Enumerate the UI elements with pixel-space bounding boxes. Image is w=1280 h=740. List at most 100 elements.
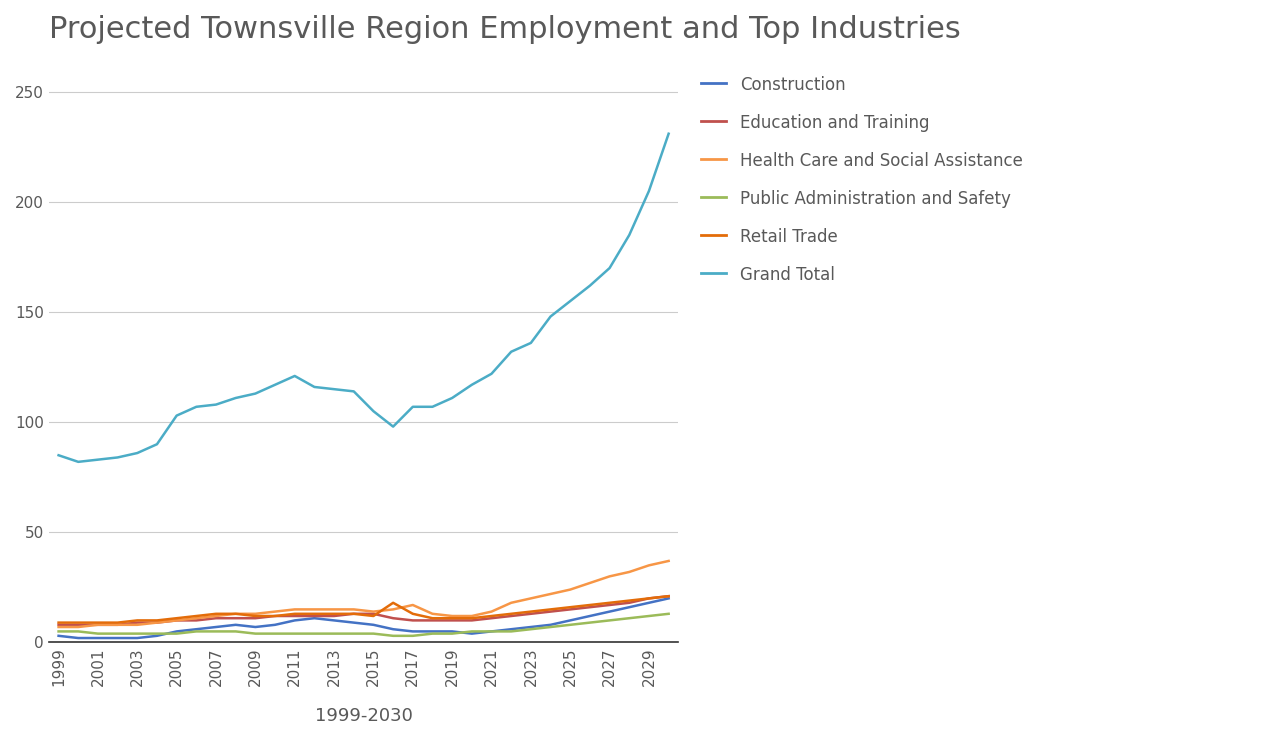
Health Care and Social Assistance [209,611,224,620]
Grand Total [602,263,617,272]
Construction [641,599,657,608]
Construction [287,616,302,625]
Public Administration and Safety [169,629,184,638]
Education and Training [228,613,243,622]
Education and Training [444,616,460,625]
Public Administration and Safety [326,629,342,638]
Grand Total [385,422,401,431]
Public Administration and Safety [188,627,204,636]
Construction [326,616,342,625]
Education and Training [406,616,421,625]
Education and Training [129,618,145,627]
Construction [248,622,264,631]
Education and Training [622,599,637,608]
Retail Trade [209,609,224,618]
Health Care and Social Assistance [346,605,361,614]
Health Care and Social Assistance [248,609,264,618]
Health Care and Social Assistance [70,622,86,631]
Grand Total [248,389,264,398]
Retail Trade [129,616,145,625]
Retail Trade [51,618,67,627]
Education and Training [562,605,577,614]
Retail Trade [248,611,264,620]
Health Care and Social Assistance [524,594,539,603]
Legend: Construction, Education and Training, Health Care and Social Assistance, Public : Construction, Education and Training, He… [692,67,1030,292]
Retail Trade [524,607,539,616]
Retail Trade [543,605,558,614]
Retail Trade [503,609,518,618]
Retail Trade [307,609,323,618]
Education and Training [484,613,499,622]
Grand Total [268,380,283,389]
Education and Training [188,616,204,625]
Grand Total [150,440,165,448]
Line: Construction: Construction [59,599,668,638]
Health Care and Social Assistance [406,601,421,610]
Health Care and Social Assistance [169,616,184,625]
Grand Total [503,347,518,356]
Construction [503,625,518,633]
Public Administration and Safety [129,629,145,638]
Construction [543,620,558,629]
Health Care and Social Assistance [582,579,598,588]
Construction [188,625,204,633]
Grand Total [326,385,342,394]
Retail Trade [602,599,617,608]
Construction [385,625,401,633]
Construction [91,633,106,642]
Retail Trade [465,613,480,622]
Retail Trade [641,594,657,603]
Grand Total [287,371,302,380]
Health Care and Social Assistance [91,620,106,629]
Construction [406,627,421,636]
Education and Training [307,611,323,620]
Line: Health Care and Social Assistance: Health Care and Social Assistance [59,561,668,627]
Public Administration and Safety [622,613,637,622]
Public Administration and Safety [444,629,460,638]
Education and Training [169,616,184,625]
Construction [209,622,224,631]
Health Care and Social Assistance [287,605,302,614]
Public Administration and Safety [543,622,558,631]
Education and Training [91,620,106,629]
Line: Retail Trade: Retail Trade [59,596,668,622]
Retail Trade [110,618,125,627]
Public Administration and Safety [503,627,518,636]
Construction [366,620,381,629]
X-axis label: 1999-2030: 1999-2030 [315,707,412,725]
Grand Total [465,380,480,389]
Public Administration and Safety [268,629,283,638]
Grand Total [562,297,577,306]
Grand Total [524,338,539,347]
Retail Trade [169,613,184,622]
Public Administration and Safety [51,627,67,636]
Grand Total [484,369,499,378]
Grand Total [641,186,657,195]
Grand Total [660,130,676,138]
Education and Training [503,611,518,620]
Public Administration and Safety [70,627,86,636]
Health Care and Social Assistance [641,561,657,570]
Retail Trade [562,603,577,612]
Education and Training [268,611,283,620]
Grand Total [169,411,184,420]
Public Administration and Safety [346,629,361,638]
Education and Training [70,620,86,629]
Education and Training [641,594,657,603]
Retail Trade [385,599,401,608]
Construction [110,633,125,642]
Grand Total [366,407,381,416]
Education and Training [346,609,361,618]
Public Administration and Safety [307,629,323,638]
Retail Trade [326,609,342,618]
Public Administration and Safety [641,611,657,620]
Retail Trade [484,611,499,620]
Public Administration and Safety [110,629,125,638]
Retail Trade [406,609,421,618]
Education and Training [287,611,302,620]
Public Administration and Safety [465,627,480,636]
Education and Training [660,592,676,601]
Health Care and Social Assistance [465,611,480,620]
Public Administration and Safety [406,631,421,640]
Public Administration and Safety [484,627,499,636]
